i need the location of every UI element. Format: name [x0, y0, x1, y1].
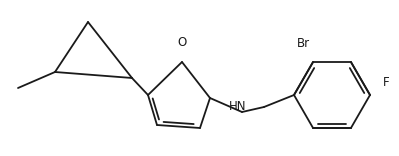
- Text: Br: Br: [297, 37, 310, 50]
- Text: F: F: [383, 76, 390, 89]
- Text: O: O: [177, 36, 186, 49]
- Text: HN: HN: [229, 100, 246, 113]
